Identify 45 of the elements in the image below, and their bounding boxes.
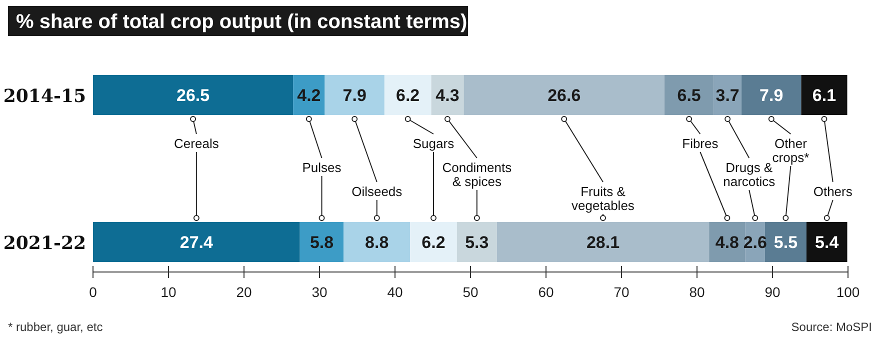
- x-tick-label: 100: [836, 284, 860, 300]
- data-label: 26.6: [548, 86, 581, 105]
- y-tick-label: 2014-15: [3, 86, 86, 107]
- series-label: Others: [813, 184, 853, 199]
- x-tick-label: 80: [689, 284, 705, 300]
- series-label: Other crops*: [772, 136, 810, 165]
- data-label: 4.8: [715, 233, 740, 252]
- source-note: Source: MoSPI: [791, 320, 872, 334]
- data-label: 4.3: [436, 86, 460, 105]
- data-label: 5.5: [774, 233, 798, 252]
- data-label: 6.2: [422, 233, 446, 252]
- data-label: 5.4: [815, 233, 840, 252]
- x-tick-label: 10: [160, 284, 176, 300]
- data-label: 27.4: [180, 233, 214, 252]
- x-tick-label: 0: [89, 284, 98, 300]
- series-label: Sugars: [412, 136, 455, 151]
- y-tick-label: 2021-22: [3, 233, 86, 254]
- chart-title: % share of total crop output (in constant terms): [16, 11, 468, 33]
- data-label: 7.9: [760, 86, 784, 105]
- data-label: 8.8: [365, 233, 389, 252]
- data-label: 7.9: [342, 86, 366, 105]
- x-tick-label: 70: [614, 284, 630, 300]
- series-label: Fibres: [682, 136, 719, 151]
- data-label: 4.2: [297, 86, 321, 105]
- data-label: 6.2: [396, 86, 420, 105]
- x-tick-label: 40: [387, 284, 403, 300]
- series-label: Fruits & vegetables: [572, 184, 635, 213]
- x-tick-label: 50: [462, 284, 478, 300]
- data-label: 6.1: [812, 86, 836, 105]
- series-label: Cereals: [174, 136, 220, 151]
- x-tick-label: 30: [312, 284, 328, 300]
- data-label: 6.5: [677, 86, 701, 105]
- series-label: Oilseeds: [352, 184, 403, 199]
- data-label: 3.7: [716, 86, 740, 105]
- x-tick-label: 20: [236, 284, 252, 300]
- text: Pulses: [302, 160, 342, 175]
- data-label: 28.1: [586, 233, 620, 252]
- text: * rubber, guar, etc: [8, 320, 103, 334]
- data-label: 5.8: [310, 233, 334, 252]
- x-tick-label: 60: [538, 284, 554, 300]
- data-label: 26.5: [176, 86, 210, 105]
- data-label: 2.6: [743, 233, 767, 252]
- text: Condiments & spices: [442, 160, 512, 189]
- x-tick-label: 90: [764, 284, 780, 300]
- data-label: 5.3: [465, 233, 489, 252]
